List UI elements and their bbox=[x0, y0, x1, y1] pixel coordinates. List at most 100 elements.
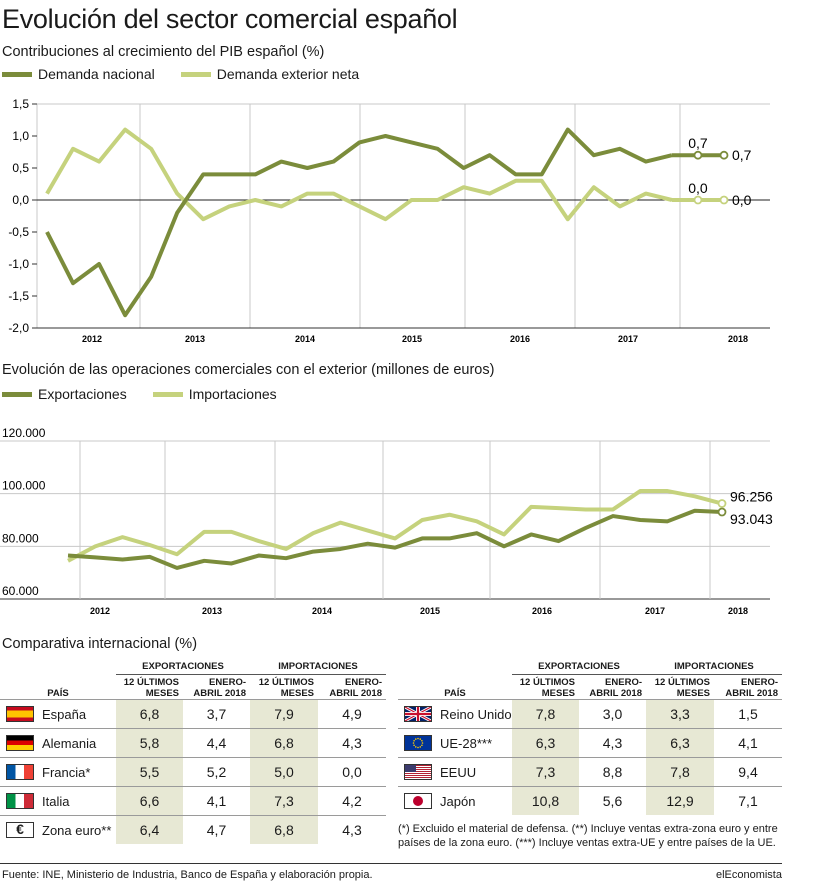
value-cell: 5,6 bbox=[579, 786, 646, 815]
value-cell: 7,1 bbox=[714, 786, 782, 815]
value-cell: 6,6 bbox=[116, 786, 183, 816]
trade-chart-legend: Exportaciones Importaciones bbox=[2, 386, 277, 402]
year-label: 2014 bbox=[295, 334, 315, 344]
footnote: (*) Excluido el material de defensa. (**… bbox=[398, 823, 778, 849]
value-cell: 4,3 bbox=[579, 728, 646, 758]
country-cell: Italia bbox=[0, 786, 116, 816]
table-row: € Zona euro** 6,4 4,7 6,8 4,3 bbox=[0, 815, 386, 844]
year-label: 2018 bbox=[728, 606, 748, 616]
legend-swatch-exportaciones bbox=[2, 391, 32, 397]
country-name: Zona euro** bbox=[42, 822, 112, 838]
footer-source: Fuente: INE, Ministerio de Industria, Ba… bbox=[2, 869, 373, 881]
end-value-label-exportaciones: 93.043 bbox=[730, 511, 773, 527]
year-label: 2016 bbox=[532, 606, 552, 616]
series-line-exportaciones bbox=[67, 508, 723, 570]
year-label: 2013 bbox=[185, 334, 205, 344]
janapr-header: ENERO- ABRIL 2018 bbox=[193, 677, 246, 699]
table-row: Francia* 5,5 5,2 5,0 0,0 bbox=[0, 757, 386, 787]
point-marker-exportaciones bbox=[717, 507, 727, 517]
value-cell: 4,7 bbox=[183, 815, 250, 844]
comparison-title: Comparativa internacional (%) bbox=[2, 636, 198, 652]
fr-flag-icon bbox=[6, 764, 34, 780]
last12-header: 12 ÚLTIMOS MESES bbox=[519, 677, 575, 699]
gdp-chart-title: Contribuciones al crecimiento del PIB es… bbox=[2, 44, 325, 60]
legend-swatch-demanda-nacional bbox=[2, 71, 32, 77]
country-cell: Alemania bbox=[0, 728, 116, 758]
end-value-label-demanda-exterior: 0,0 bbox=[732, 192, 752, 208]
comparison-table-left: EXPORTACIONES IMPORTACIONES PAÍS 12 ÚLTI… bbox=[0, 658, 386, 844]
value-cell: 3,7 bbox=[183, 699, 250, 729]
trade-chart-title: Evolución de las operaciones comerciales… bbox=[2, 362, 495, 378]
country-cell: EEUU bbox=[398, 757, 512, 787]
value-cell: 5,0 bbox=[250, 757, 318, 787]
value-cell: 3,0 bbox=[579, 699, 646, 729]
de-flag-icon bbox=[6, 735, 34, 751]
country-cell: € Zona euro** bbox=[0, 815, 116, 844]
legend-label-exportaciones: Exportaciones bbox=[38, 386, 127, 402]
country-name: Japón bbox=[440, 793, 476, 809]
footer-brand: elEconomista bbox=[715, 869, 782, 881]
country-cell: Francia* bbox=[0, 757, 116, 787]
value-cell: 6,8 bbox=[250, 815, 318, 844]
value-cell: 5,8 bbox=[116, 728, 183, 758]
series-line-importaciones bbox=[67, 489, 723, 563]
uk-flag-icon bbox=[404, 706, 432, 722]
value-cell: 7,3 bbox=[250, 786, 318, 816]
value-cell: 10,8 bbox=[512, 786, 579, 815]
country-cell: Japón bbox=[398, 786, 512, 815]
value-cell: 4,3 bbox=[318, 728, 386, 758]
country-cell: UE-28*** bbox=[398, 728, 512, 758]
value-cell: 6,4 bbox=[116, 815, 183, 844]
jp-flag-icon bbox=[404, 793, 432, 809]
point-marker-demanda-nacional bbox=[693, 150, 703, 160]
country-cell: España bbox=[0, 699, 116, 729]
country-name: Alemania bbox=[42, 735, 97, 751]
y-tick-label: -0,5 bbox=[8, 225, 29, 239]
y-tick-label: 120.000 bbox=[2, 426, 46, 440]
country-name: Francia* bbox=[42, 764, 91, 780]
euro-flag-icon: € bbox=[6, 822, 34, 838]
country-name: UE-28*** bbox=[440, 735, 493, 751]
point-marker-demanda-exterior bbox=[719, 195, 729, 205]
y-tick-label: -1,5 bbox=[8, 289, 29, 303]
point-marker-demanda-exterior bbox=[693, 195, 703, 205]
legend-label-demanda-exterior: Demanda exterior neta bbox=[216, 66, 360, 82]
year-label: 2017 bbox=[618, 334, 638, 344]
last12-header: 12 ÚLTIMOS MESES bbox=[123, 677, 179, 699]
value-cell: 4,4 bbox=[183, 728, 250, 758]
trade-operations-chart: 120.000 100.000 80.000 60.000 2012 2013 2014 20… bbox=[0, 426, 773, 616]
year-label: 2015 bbox=[420, 606, 440, 616]
year-label: 2013 bbox=[202, 606, 222, 616]
y-tick-label: -2,0 bbox=[8, 321, 29, 335]
value-cell: 1,5 bbox=[714, 699, 782, 729]
y-tick-label: 100.000 bbox=[2, 479, 46, 493]
value-cell: 7,8 bbox=[512, 699, 579, 729]
it-flag-icon bbox=[6, 793, 34, 809]
table-row: Alemania 5,8 4,4 6,8 4,3 bbox=[0, 728, 386, 758]
table-row: UE-28*** 6,3 4,3 6,3 4,1 bbox=[398, 728, 782, 758]
value-cell: 7,8 bbox=[646, 757, 714, 787]
point-marker-demanda-nacional bbox=[719, 150, 729, 160]
value-cell: 9,4 bbox=[714, 757, 782, 787]
table-row: Japón 10,8 5,6 12,9 7,1 bbox=[398, 786, 782, 815]
page-title: Evolución del sector comercial español bbox=[2, 4, 458, 34]
year-label: 2016 bbox=[510, 334, 530, 344]
year-label: 2017 bbox=[645, 606, 665, 616]
value-cell: 4,3 bbox=[318, 815, 386, 844]
comparison-table-right: EXPORTACIONES IMPORTACIONES PAÍS 12 ÚLTI… bbox=[398, 658, 782, 815]
point-marker-importaciones bbox=[717, 499, 727, 508]
legend-swatch-demanda-exterior bbox=[180, 71, 211, 77]
series-line-demanda-exterior bbox=[45, 127, 673, 222]
last12-header: 12 ÚLTIMOS MESES bbox=[654, 677, 710, 699]
country-cell: Reino Unido bbox=[398, 699, 512, 729]
country-name: Reino Unido bbox=[440, 706, 512, 722]
exports-header: EXPORTACIONES bbox=[512, 658, 646, 675]
imports-header: IMPORTACIONES bbox=[250, 658, 386, 675]
value-cell: 4,1 bbox=[183, 786, 250, 816]
y-tick-label: 0,0 bbox=[12, 193, 29, 207]
marker-value-label-demanda-nacional: 0,7 bbox=[688, 135, 708, 151]
gdp-contribution-chart: 1,5 1,0 0,5 0,0 -0,5 -1,0 -1,5 -2,0 2012 2013 2014… bbox=[8, 97, 770, 344]
table-row: Reino Unido 7,8 3,0 3,3 1,5 bbox=[398, 699, 782, 729]
table-row: EEUU 7,3 8,8 7,8 9,4 bbox=[398, 757, 782, 787]
year-label: 2018 bbox=[728, 334, 748, 344]
